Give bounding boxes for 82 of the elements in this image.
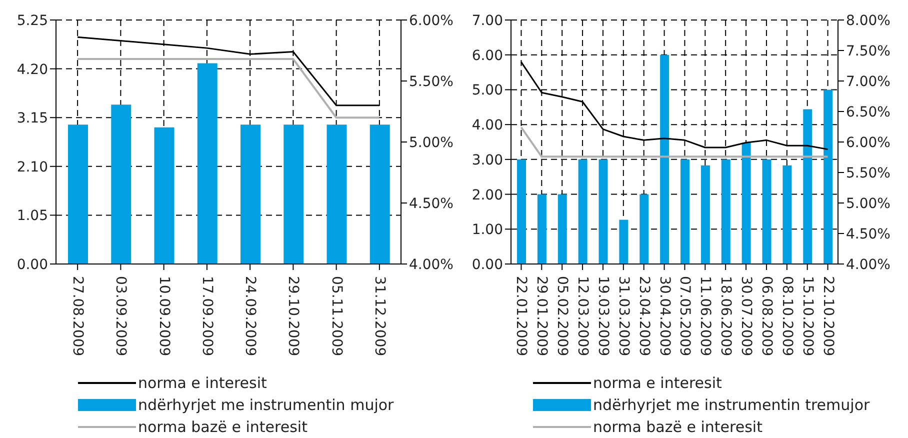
y2-tick-label: 5.00% — [409, 134, 454, 151]
y2-tick-label: 7.00% — [846, 74, 890, 90]
x-tick-label: 27.08.2009 — [70, 276, 86, 356]
bar — [640, 194, 649, 264]
bar — [680, 159, 690, 264]
y-tick-label: 5.25 — [16, 12, 48, 29]
x-tick-label: 22.10.2009 — [820, 276, 836, 356]
y2-tick-label: 4.50% — [409, 196, 454, 212]
bar — [537, 194, 546, 264]
y2-tick-label: 6.50% — [846, 104, 890, 120]
bar — [762, 159, 772, 264]
y-tick-label: 2.10 — [16, 159, 48, 176]
bar — [824, 90, 833, 264]
y2-tick-label: 6.00% — [846, 134, 890, 151]
bar — [578, 159, 588, 264]
bar — [782, 165, 792, 264]
x-tick-label: 30.07.2009 — [738, 276, 754, 356]
y-tick-label: 0.00 — [472, 256, 503, 273]
y-tick-label: 1.00 — [472, 222, 503, 238]
y2-tick-label: 5.50% — [409, 74, 454, 90]
y2-tick-label: 4.00% — [846, 256, 890, 273]
x-tick-label: 15.10.2009 — [799, 276, 816, 356]
x-tick-label: 31.03.2009 — [615, 276, 632, 356]
y2-tick-label: 6.00% — [409, 12, 454, 29]
legend-label: norma bazë e interesit — [138, 417, 308, 438]
y2-tick-label: 4.00% — [409, 256, 454, 273]
x-tick-label: 23.04.2009 — [636, 276, 652, 356]
y-tick-label: 0.00 — [16, 256, 48, 273]
x-tick-label: 12.03.2009 — [574, 276, 591, 356]
bar — [370, 124, 390, 264]
y2-tick-label: 4.50% — [846, 226, 890, 242]
bar — [284, 124, 304, 264]
y-tick-label: 6.00 — [472, 48, 503, 64]
y-tick-label: 4.00 — [472, 118, 503, 134]
legend-label: norma bazë e interesit — [593, 417, 762, 438]
bar — [721, 159, 730, 264]
x-tick-label: 30.04.2009 — [656, 276, 672, 356]
bar — [700, 165, 710, 264]
bar — [326, 124, 347, 264]
x-tick-label: 08.10.2009 — [778, 276, 795, 356]
bar — [197, 63, 218, 264]
y-tick-label: 3.00 — [472, 152, 503, 168]
y-tick-label: 2.00 — [472, 187, 503, 204]
x-tick-label: 07.05.2009 — [676, 276, 693, 356]
x-tick-label: 10.09.2009 — [156, 276, 172, 356]
y-tick-label: 4.20 — [16, 62, 48, 78]
y-tick-label: 1.05 — [16, 208, 48, 224]
x-tick-label: 29.10.2009 — [285, 276, 302, 356]
x-tick-label: 24.09.2009 — [242, 276, 258, 356]
bar — [240, 124, 260, 264]
bar — [598, 159, 608, 264]
y-tick-label: 5.00 — [472, 82, 503, 99]
bar — [517, 159, 526, 264]
x-tick-label: 31.12.2009 — [371, 276, 388, 356]
y-tick-label: 3.15 — [16, 110, 48, 127]
bar — [619, 220, 628, 264]
x-tick-label: 17.09.2009 — [198, 276, 215, 356]
bar — [803, 109, 812, 264]
y2-tick-label: 5.00% — [846, 196, 890, 212]
y2-tick-label: 7.50% — [846, 43, 890, 60]
y-tick-label: 7.00 — [472, 12, 503, 29]
x-tick-label: 05.02.2009 — [554, 276, 570, 356]
legend-label: norma e interesit — [138, 373, 267, 394]
bar — [111, 104, 132, 264]
x-tick-label: 22.01.2009 — [513, 276, 530, 356]
x-tick-label: 06.08.2009 — [758, 276, 774, 356]
x-tick-label: 11.06.2009 — [697, 276, 714, 356]
bar — [660, 54, 670, 264]
x-tick-label: 19.03.2009 — [594, 276, 611, 356]
x-tick-label: 05.11.2009 — [328, 276, 344, 356]
x-tick-label: 29.01.2009 — [534, 276, 550, 356]
bar — [154, 127, 174, 264]
legend-label: ndërhyrjet me instrumentin mujor — [138, 395, 394, 416]
legend-label: norma e interesit — [593, 373, 722, 394]
bar — [558, 194, 567, 264]
x-tick-label: 18.06.2009 — [718, 276, 734, 356]
bar — [68, 124, 88, 264]
x-tick-label: 03.09.2009 — [112, 276, 129, 356]
y2-tick-label: 5.50% — [846, 165, 890, 182]
legend-label: ndërhyrjet me instrumentin tremujor — [593, 395, 870, 416]
y2-tick-label: 8.00% — [846, 12, 890, 29]
bar — [742, 142, 751, 264]
